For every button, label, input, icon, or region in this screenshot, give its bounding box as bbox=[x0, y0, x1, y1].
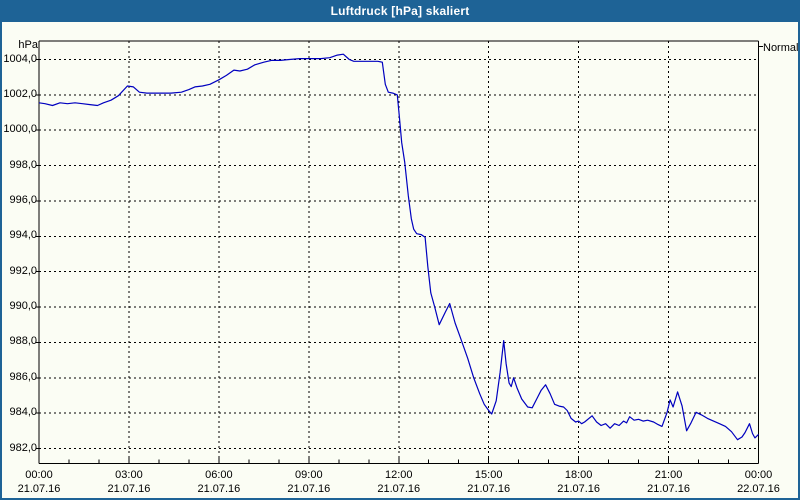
chart-area: hPa Normal 1004,0 1002,0 1000,0 998,0 996,0 9… bbox=[2, 22, 798, 498]
pressure-series-line bbox=[38, 53, 759, 441]
window-titlebar[interactable]: Luftdruck [hPa] skaliert bbox=[0, 0, 800, 22]
window-title: Luftdruck [hPa] skaliert bbox=[330, 4, 470, 18]
chart-canvas bbox=[35, 40, 763, 464]
